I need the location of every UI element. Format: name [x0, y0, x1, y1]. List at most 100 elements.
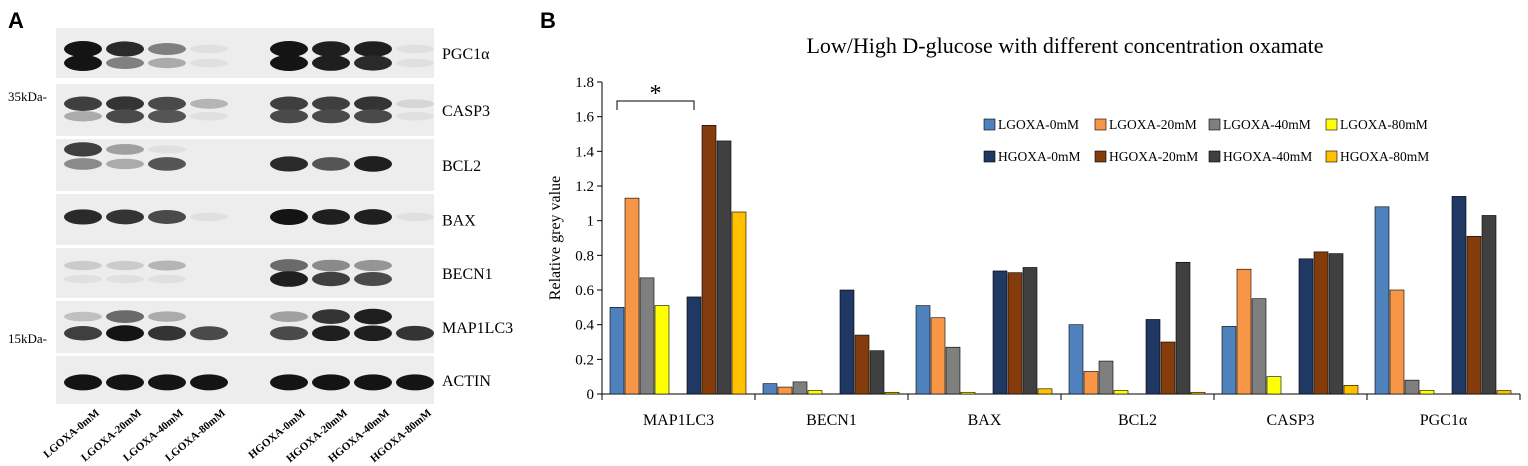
bar-lgoxa-80mm [807, 390, 823, 395]
bar-hgoxa-20mm [701, 125, 717, 395]
blot-band [270, 271, 308, 287]
x-tick-label: MAP1LC3 [643, 412, 714, 429]
blot-band [106, 209, 144, 225]
bar-lgoxa-0mm [915, 305, 931, 395]
blot-band [270, 311, 308, 322]
blot-band [312, 55, 350, 71]
blot-band [396, 44, 434, 54]
blot-band [270, 259, 308, 272]
legend-label: LGOXA-80mM [1340, 117, 1428, 132]
y-tick-label: 1.6 [575, 110, 594, 126]
blot-band [270, 109, 308, 124]
marker-35kda: 35kDa- [8, 89, 47, 104]
blot-band [270, 326, 308, 341]
blot-band [64, 274, 102, 284]
x-tick-label: PGC1α [1420, 412, 1468, 429]
blot-band [190, 44, 228, 54]
bar-hgoxa-20mm [854, 334, 870, 395]
legend-label: HGOXA-0mM [998, 149, 1081, 164]
blot-band [148, 109, 186, 124]
bar-lgoxa-40mm [1404, 379, 1420, 395]
y-tick-label: 0.4 [575, 318, 594, 334]
bar-hgoxa-0mm [1145, 319, 1161, 395]
legend-label: LGOXA-40mM [1223, 117, 1311, 132]
bar-lgoxa-20mm [624, 197, 640, 395]
blot-band [312, 209, 350, 225]
legend-label: HGOXA-40mM [1223, 149, 1312, 164]
bar-lgoxa-40mm [1098, 360, 1114, 395]
blot-band [354, 156, 392, 172]
bar-hgoxa-0mm [1451, 196, 1467, 395]
bar-lgoxa-80mm [1419, 390, 1435, 395]
y-tick-label: 0.6 [575, 283, 594, 299]
y-axis-label: Relative grey value [547, 176, 564, 300]
x-tick-label: BCL2 [1118, 412, 1157, 429]
bar-hgoxa-80mm [1190, 391, 1206, 395]
bar-lgoxa-40mm [1251, 298, 1267, 395]
bar-lgoxa-80mm [960, 391, 976, 395]
legend-swatch [1325, 150, 1338, 163]
band-label: BECN1 [442, 266, 493, 283]
x-tick-label: BAX [968, 412, 1002, 429]
blot-band [354, 259, 392, 272]
blot-band [396, 99, 434, 109]
blot-band [106, 310, 144, 323]
legend-label: LGOXA-20mM [1109, 117, 1197, 132]
blot-band [148, 43, 186, 55]
bar-lgoxa-80mm [1113, 390, 1129, 395]
band-label: ACTIN [442, 373, 491, 390]
bar-hgoxa-80mm [1496, 390, 1512, 395]
marker-15kda: 15kDa- [8, 331, 47, 346]
blot-band [64, 158, 102, 170]
blot-band [312, 109, 350, 124]
blot-band [270, 208, 308, 225]
blot-band [148, 260, 186, 271]
bar-lgoxa-0mm [762, 383, 778, 395]
blot-band [312, 157, 350, 171]
blot-band [270, 55, 308, 71]
bar-chart: Low/High D-glucose with different concen… [547, 33, 1521, 429]
blot-band [148, 274, 186, 284]
bar-hgoxa-80mm [1037, 388, 1053, 395]
bar-lgoxa-40mm [945, 346, 961, 395]
blot-band [270, 96, 308, 111]
y-tick-label: 1 [587, 214, 595, 230]
blot-band [354, 325, 392, 342]
blot-band [64, 260, 102, 271]
bar-hgoxa-40mm [1022, 267, 1038, 395]
bar-lgoxa-80mm [654, 305, 670, 395]
legend-label: HGOXA-80mM [1340, 149, 1429, 164]
bar-hgoxa-0mm [992, 270, 1008, 395]
blot-band [148, 57, 186, 69]
blot-band [106, 374, 144, 391]
blot-band [148, 374, 186, 391]
blot-band [64, 209, 102, 225]
panel-a-letter: A [8, 8, 24, 33]
blot-band [354, 272, 392, 286]
blot-band [190, 212, 228, 222]
blot-band [148, 157, 186, 171]
blot-band [396, 212, 434, 222]
bar-hgoxa-20mm [1466, 235, 1482, 395]
blot-band [270, 41, 308, 57]
blot-band [190, 58, 228, 68]
bar-hgoxa-40mm [1328, 253, 1344, 395]
blot-band [312, 41, 350, 57]
bar-lgoxa-40mm [639, 277, 655, 395]
bar-hgoxa-40mm [869, 350, 885, 395]
bar-lgoxa-40mm [792, 381, 808, 395]
bar-lgoxa-80mm [1266, 376, 1282, 395]
blot-band [312, 96, 350, 111]
blot-band [106, 144, 144, 155]
bar-lgoxa-0mm [1068, 324, 1084, 395]
legend-swatch [1208, 118, 1221, 131]
bar-hgoxa-40mm [1175, 261, 1191, 395]
blot-band [354, 209, 392, 225]
blot-band [106, 109, 144, 124]
bar-hgoxa-40mm [1481, 215, 1497, 395]
bar-lgoxa-20mm [930, 317, 946, 395]
blot-band [64, 55, 102, 71]
blot-band [312, 309, 350, 324]
blot-band [64, 374, 102, 391]
blot-band [148, 145, 186, 154]
